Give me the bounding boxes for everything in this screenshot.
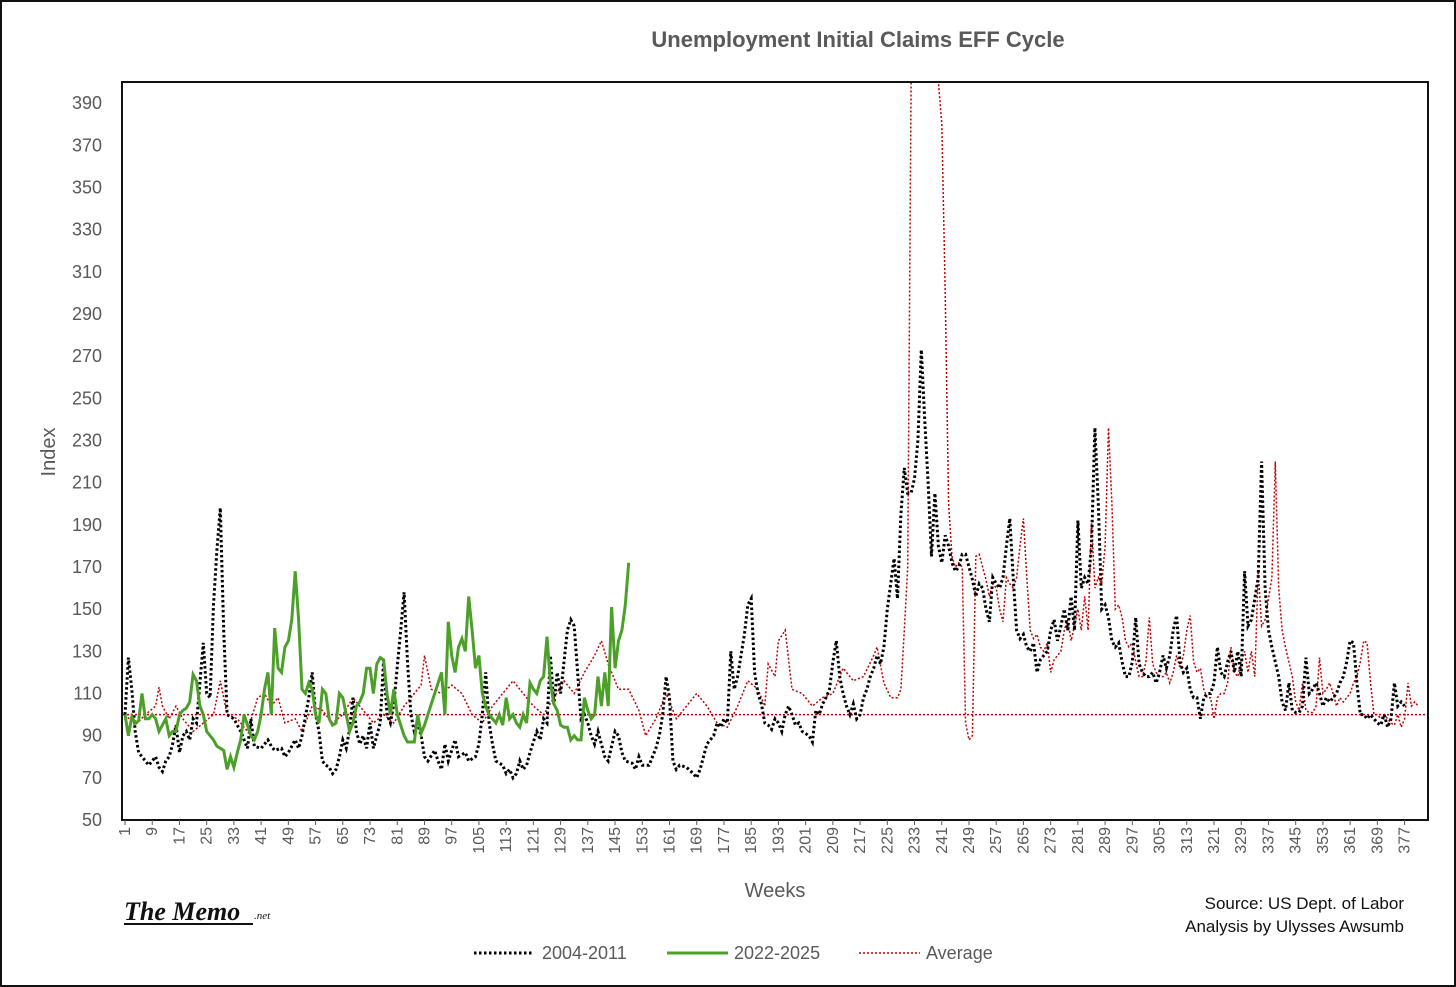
x-tick-label: 217: [852, 827, 869, 854]
y-tick-label: 130: [72, 641, 102, 661]
y-axis-ticks: 50 70 90 110 130 150 170 190 210 230 250 270 290 310 3…: [72, 93, 102, 830]
x-tick-label: 41: [253, 827, 270, 845]
y-tick-label: 290: [72, 304, 102, 324]
x-tick-label: 257: [988, 827, 1005, 854]
x-tick-label: 185: [743, 827, 760, 854]
x-tick-label: 97: [444, 827, 461, 845]
logo-main-text: The Memo: [124, 897, 240, 926]
x-tick-label: 361: [1342, 827, 1359, 854]
x-tick-label: 49: [280, 827, 297, 845]
y-tick-label: 190: [72, 515, 102, 535]
x-tick-label: 321: [1206, 827, 1223, 854]
y-tick-label: 50: [82, 810, 102, 830]
logo-sub-text: .net: [254, 910, 271, 922]
x-tick-label: 225: [879, 827, 896, 854]
x-tick-label: 145: [607, 827, 624, 854]
x-tick-label: 313: [1179, 827, 1196, 854]
x-tick-label: 81: [389, 827, 406, 845]
x-tick-label: 137: [580, 827, 597, 854]
x-tick-label: 281: [1070, 827, 1087, 854]
x-tick-label: 369: [1369, 827, 1386, 854]
x-axis-label: Weeks: [745, 880, 806, 902]
x-tick-label: 209: [825, 827, 842, 854]
y-tick-label: 230: [72, 430, 102, 450]
series-line-2004-2011: [123, 349, 1406, 781]
legend-label-2022-2025: 2022-2025: [734, 943, 820, 963]
y-tick-label: 330: [72, 220, 102, 240]
series-line-average: [124, 83, 1419, 742]
x-tick-label: 9: [144, 827, 161, 836]
x-tick-label: 153: [634, 827, 651, 854]
x-tick-label: 17: [171, 827, 188, 845]
x-tick-label: 249: [961, 827, 978, 854]
y-tick-label: 70: [82, 768, 102, 788]
x-tick-label: 169: [689, 827, 706, 854]
source-line-1: Source: US Dept. of Labor: [1205, 894, 1405, 913]
x-tick-label: 305: [1152, 827, 1169, 854]
x-tick-label: 337: [1260, 827, 1277, 854]
the-memo-logo: The Memo .net: [124, 897, 271, 926]
x-tick-label: 297: [1124, 827, 1141, 854]
x-tick-label: 265: [1015, 827, 1032, 854]
x-axis-ticks: 1 9 17 25 33 41 49 57 65 73 81 89 97 105 113 121 129 137 1…: [117, 820, 1414, 854]
x-tick-label: 329: [1233, 827, 1250, 854]
y-tick-label: 310: [72, 262, 102, 282]
y-tick-label: 250: [72, 388, 102, 408]
legend-label-average: Average: [926, 943, 993, 963]
y-tick-label: 170: [72, 557, 102, 577]
source-line-2: Analysis by Ulysses Awsumb: [1185, 917, 1404, 936]
y-tick-label: 150: [72, 599, 102, 619]
y-tick-label: 270: [72, 346, 102, 366]
x-tick-label: 289: [1097, 827, 1114, 854]
x-tick-label: 105: [471, 827, 488, 854]
x-tick-label: 73: [362, 827, 379, 845]
x-tick-label: 233: [907, 827, 924, 854]
series-line-2022-2025: [123, 562, 631, 773]
x-tick-label: 33: [226, 827, 243, 845]
x-tick-label: 177: [716, 827, 733, 854]
legend-label-2004-2011: 2004-2011: [542, 943, 627, 963]
x-tick-label: 65: [335, 827, 352, 845]
chart-title: Unemployment Initial Claims EFF Cycle: [651, 27, 1064, 52]
y-axis-label: Index: [38, 428, 60, 477]
y-tick-label: 210: [72, 473, 102, 493]
y-tick-label: 390: [72, 93, 102, 113]
x-tick-label: 241: [934, 827, 951, 854]
x-tick-label: 129: [553, 827, 570, 854]
x-tick-label: 377: [1397, 827, 1414, 854]
x-tick-label: 273: [1043, 827, 1060, 854]
x-tick-label: 113: [498, 827, 515, 853]
x-tick-label: 89: [416, 827, 433, 845]
y-tick-label: 370: [72, 135, 102, 155]
y-tick-label: 110: [73, 683, 102, 703]
x-tick-label: 353: [1315, 827, 1332, 854]
x-tick-label: 25: [199, 827, 216, 845]
x-tick-label: 345: [1288, 827, 1305, 854]
x-tick-label: 1: [117, 827, 134, 836]
y-tick-label: 90: [82, 726, 102, 746]
x-tick-label: 57: [308, 827, 325, 845]
x-tick-label: 193: [770, 827, 787, 854]
y-tick-label: 350: [72, 177, 102, 197]
legend: 2004-2011 2022-2025 Average: [474, 943, 993, 963]
x-tick-label: 201: [798, 827, 815, 854]
x-tick-label: 121: [525, 827, 542, 854]
x-tick-label: 161: [662, 827, 679, 854]
